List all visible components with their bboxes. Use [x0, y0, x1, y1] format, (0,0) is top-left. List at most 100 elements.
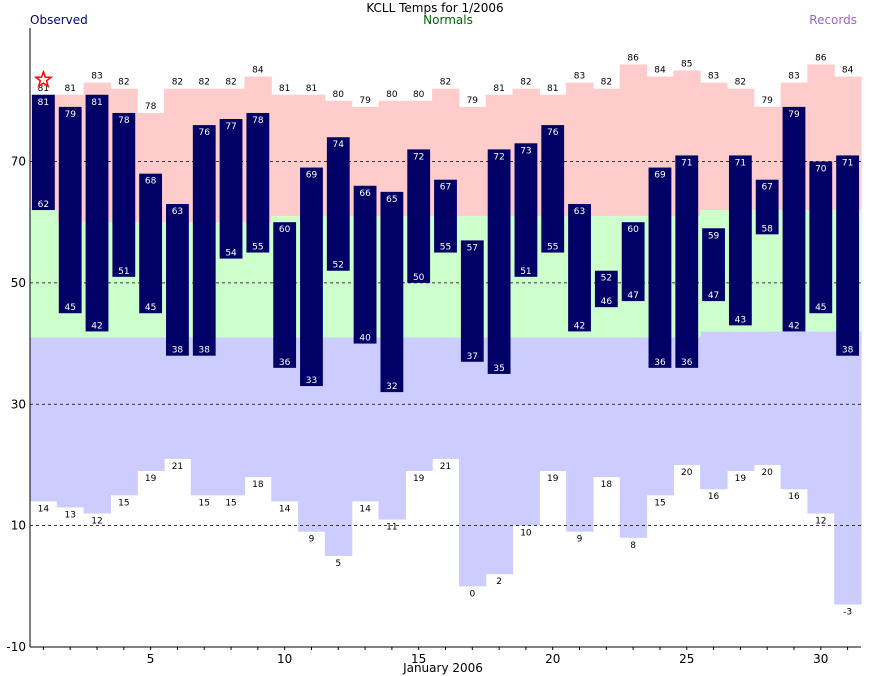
observed-bar — [434, 179, 457, 253]
record-high-label: 84 — [654, 66, 666, 76]
observed-low-label: 55 — [440, 243, 451, 253]
x-axis-label: January 2006 — [402, 661, 483, 675]
observed-high-label: 78 — [252, 116, 264, 126]
record-high-label: 80 — [333, 90, 345, 100]
record-low-band — [726, 331, 755, 472]
observed-bar — [32, 94, 55, 211]
observed-high-label: 65 — [386, 195, 397, 205]
record-low-band — [164, 337, 192, 459]
record-high-label: 83 — [91, 72, 102, 82]
record-low-label: 18 — [252, 480, 264, 490]
y-tick-label: 30 — [11, 397, 26, 411]
observed-high-label: 66 — [359, 189, 371, 199]
record-low-band — [592, 337, 621, 478]
record-low-label: 14 — [279, 504, 291, 514]
observed-high-label: 72 — [493, 152, 504, 162]
record-high-label: 84 — [252, 66, 264, 76]
record-low-label: 5 — [335, 559, 341, 569]
record-high-label: 82 — [440, 78, 451, 88]
record-low-band — [700, 331, 728, 490]
observed-low-label: 35 — [493, 364, 504, 374]
observed-bar — [85, 94, 109, 332]
observed-bar — [139, 173, 163, 314]
x-tick-label: 30 — [813, 652, 828, 666]
record-high-label: 83 — [708, 72, 719, 82]
observed-bar — [166, 203, 189, 356]
observed-high-label: 71 — [735, 158, 746, 168]
observed-bar — [836, 155, 859, 356]
record-high-label: 81 — [547, 84, 558, 94]
record-high-label: 82 — [172, 78, 183, 88]
observed-low-label: 45 — [64, 303, 75, 313]
observed-low-label: 62 — [38, 200, 49, 210]
record-low-label: 14 — [38, 504, 50, 514]
legend-records: Records — [809, 13, 857, 27]
observed-high-label: 68 — [145, 177, 157, 187]
record-high-band — [164, 88, 192, 223]
record-high-label: 82 — [735, 78, 746, 88]
observed-low-label: 38 — [199, 346, 211, 356]
record-low-label: 8 — [630, 541, 636, 551]
observed-bar — [246, 112, 270, 253]
record-low-label: 14 — [359, 504, 371, 514]
observed-low-label: 43 — [735, 315, 746, 325]
observed-bar — [648, 167, 672, 368]
observed-bar — [594, 270, 618, 308]
record-low-label: 16 — [708, 492, 720, 502]
record-low-label: 11 — [386, 523, 397, 533]
observed-bar — [514, 143, 538, 277]
record-low-band — [432, 337, 460, 459]
observed-bar — [326, 137, 350, 271]
observed-bar — [702, 228, 725, 302]
observed-low-label: 36 — [681, 358, 693, 368]
observed-low-label: 36 — [279, 358, 291, 368]
normal-band — [30, 210, 58, 338]
observed-bar — [192, 125, 216, 356]
x-tick-label: 10 — [277, 652, 292, 666]
observed-low-label: 47 — [627, 291, 638, 301]
record-low-label: 21 — [172, 462, 183, 472]
record-low-label: -3 — [843, 608, 852, 618]
record-low-label: 19 — [735, 474, 747, 484]
record-low-label: 13 — [64, 510, 75, 520]
observed-high-label: 60 — [627, 225, 639, 235]
record-high-band — [566, 82, 594, 217]
observed-low-label: 33 — [306, 376, 317, 386]
chart-title: KCLL Temps for 1/2006 — [366, 1, 503, 15]
observed-high-label: 77 — [225, 122, 236, 132]
record-high-label: 79 — [359, 96, 371, 106]
record-low-band — [753, 331, 782, 465]
record-low-label: 15 — [225, 498, 236, 508]
observed-bar — [782, 106, 806, 332]
observed-high-label: 69 — [654, 171, 666, 181]
record-high-band — [619, 64, 648, 217]
record-low-band — [324, 337, 353, 556]
observed-high-label: 81 — [38, 98, 49, 108]
record-low-label: 19 — [547, 474, 559, 484]
observed-bar — [755, 179, 779, 235]
x-tick-label: 20 — [545, 652, 560, 666]
observed-low-label: 42 — [91, 321, 102, 331]
observed-low-label: 37 — [467, 352, 478, 362]
observed-high-label: 52 — [601, 274, 612, 284]
observed-low-label: 55 — [547, 243, 558, 253]
observed-low-label: 52 — [333, 261, 344, 271]
observed-low-label: 32 — [386, 382, 397, 392]
record-high-label: 79 — [467, 96, 479, 106]
observed-high-label: 71 — [681, 158, 692, 168]
record-low-band — [512, 337, 540, 526]
observed-bar — [407, 149, 431, 283]
record-high-label: 80 — [413, 90, 425, 100]
observed-high-label: 67 — [761, 183, 772, 193]
record-high-label: 81 — [306, 84, 317, 94]
record-high-label: 82 — [199, 78, 210, 88]
record-high-label: 85 — [681, 59, 692, 69]
observed-bar — [460, 240, 484, 362]
record-high-label: 78 — [145, 102, 157, 112]
observed-low-label: 40 — [359, 334, 371, 344]
record-low-label: 20 — [681, 468, 693, 478]
observed-bar — [728, 155, 752, 326]
record-low-label: 21 — [440, 462, 451, 472]
observed-high-label: 74 — [333, 140, 345, 150]
